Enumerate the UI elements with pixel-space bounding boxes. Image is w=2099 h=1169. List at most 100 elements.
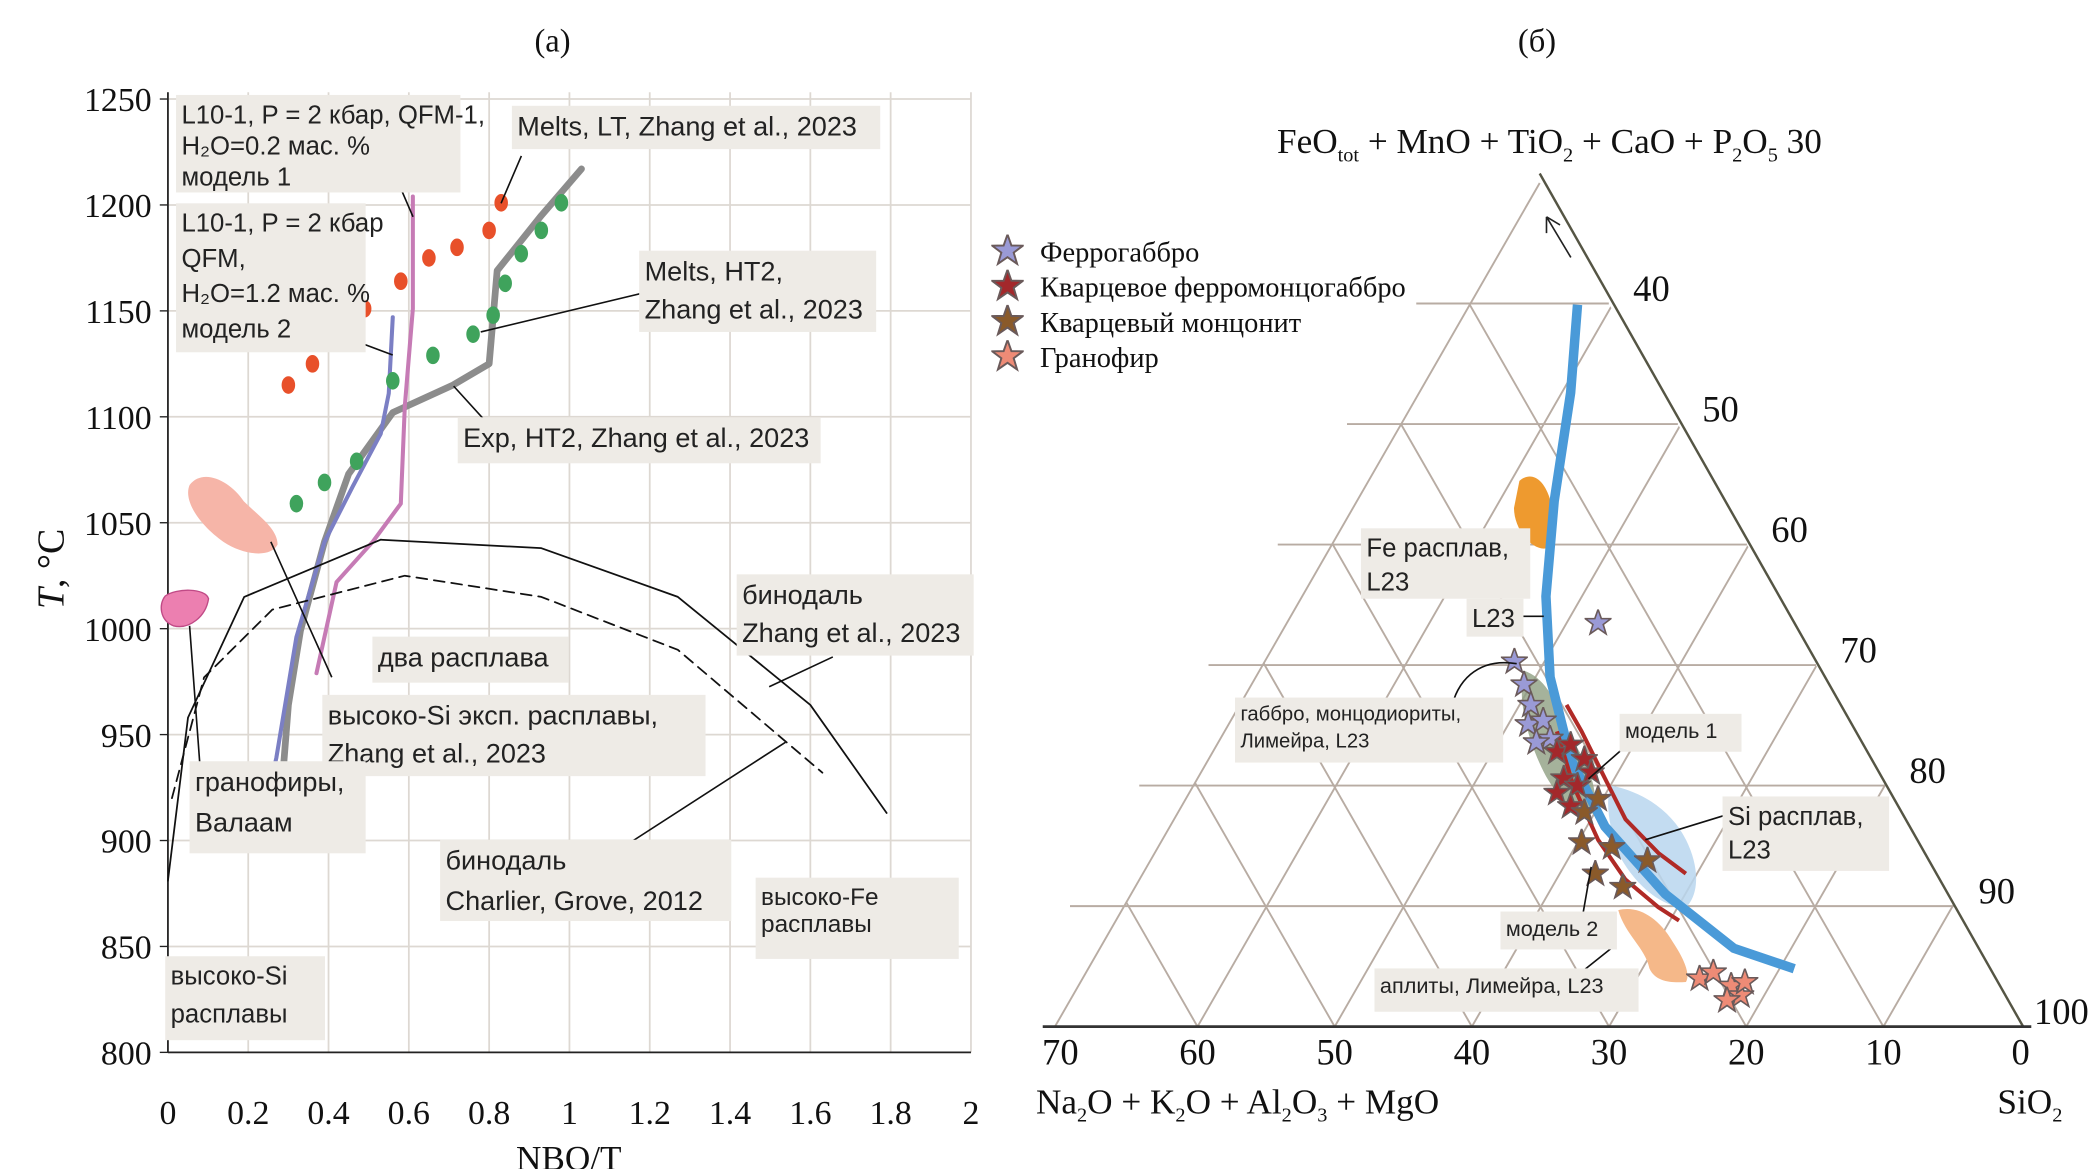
fe-melt-label: Fe расплав, L23 — [1360, 528, 1531, 599]
axis-title-part: SiO — [1997, 1082, 2052, 1121]
annotation-text: Валаам — [195, 807, 293, 838]
y-tick-label: 1250 — [84, 82, 152, 119]
annotation-text: Melts, LT, Zhang et al., 2023 — [517, 111, 857, 142]
annotation-box — [755, 877, 959, 959]
panel-label-b: (б) — [1518, 24, 1556, 60]
granophyre-field — [160, 589, 210, 628]
melts_ht2-point — [317, 473, 332, 492]
axis-title-sub: 2 — [2052, 1104, 2062, 1126]
annotation-text: Si расплав, — [1728, 803, 1864, 831]
annotation-text: высоко-Si — [171, 963, 288, 991]
melts_lt-point — [394, 272, 408, 291]
y-tick-label: 800 — [101, 1036, 152, 1073]
exp_ht2-line — [276, 165, 585, 811]
aplites-label: аплиты, Лимейра, L23 — [1374, 968, 1639, 1012]
melts_lt-point — [422, 249, 436, 267]
annotation-box — [1500, 911, 1617, 950]
y-tick-label: 900 — [101, 824, 152, 861]
right-tick-label: 40 — [1633, 268, 1670, 309]
nbo-t-plot: 0 0.2 0.4 0.6 0.8 1 1.2 1.4 1.6 1.8 2 800 850 900 950 1… — [31, 82, 980, 1169]
legend-star-icon — [991, 269, 1024, 301]
annotation-box — [736, 574, 974, 656]
legend-label: Кварцевый монцонит — [1040, 308, 1301, 339]
ternary-gridline — [1745, 182, 2024, 1027]
bottom-tick-label: 0 — [2011, 1032, 2029, 1073]
axis-title-part: 30 — [1778, 122, 1822, 161]
annotation-text: модель 2 — [181, 315, 291, 343]
axis-title-part: + MnO + TiO — [1359, 122, 1563, 161]
top-axis-title: FeOtot + MnO + TiO2 + CaO + P2O5 30 — [1277, 122, 1822, 166]
two-melts-label: два расплава — [372, 636, 569, 683]
annotation-text: H₂O=1.2 мас. % — [181, 280, 369, 308]
model1-line — [314, 194, 415, 676]
bottom-tick-label: 70 — [1042, 1032, 1079, 1073]
y-tick-label: 1000 — [84, 612, 152, 649]
y-axis-title-symbol: T — [31, 585, 73, 609]
y-tick-label: 1100 — [85, 400, 151, 437]
bottom-tick-label: 20 — [1728, 1032, 1765, 1073]
annotation-box — [189, 761, 366, 854]
annotation-text: расплавы — [761, 911, 872, 938]
l23-label: L23 — [1466, 598, 1524, 637]
tick-labels: 0 0.2 0.4 0.6 0.8 1 1.2 1.4 1.6 1.8 2 800 850 900 950 1… — [84, 82, 979, 1132]
high-si-exp-label: высоко-Si эксп. расплавы,Zhang et al., 2… — [322, 694, 706, 777]
annotation-text: L10-1, P = 2 кбар — [181, 210, 383, 238]
x-axis-title: NBO/T — [516, 1139, 622, 1169]
melts_ht2-point — [514, 244, 529, 263]
x-tick-label: 1.4 — [709, 1095, 751, 1132]
melts_lt-point — [450, 238, 464, 257]
axis-title-sub: 2 — [1563, 144, 1573, 166]
bottom-tick-label: 30 — [1591, 1032, 1628, 1073]
y-tick-label: 850 — [101, 930, 152, 967]
si-melt-label: Si расплав, L23 — [1722, 796, 1890, 871]
melts_ht2-point — [534, 221, 549, 240]
annotation-text: бинодаль — [742, 579, 863, 610]
annotation-text: Лимейра, L23 — [1240, 731, 1369, 753]
axis-title-sub: 2 — [1077, 1104, 1087, 1126]
star-point — [1500, 647, 1528, 674]
y-tick-label: 1150 — [85, 294, 151, 331]
axis-title-sub: 3 — [1317, 1104, 1327, 1126]
annotation-box — [1235, 697, 1504, 763]
annotation-box — [372, 636, 569, 683]
series — [167, 165, 888, 882]
legend-star-icon — [991, 340, 1024, 371]
legend-label: Кварцевое ферромонцогаббро — [1040, 273, 1406, 304]
l23-curve — [1541, 304, 1796, 974]
annotation-text: габбро, монцодиориты, — [1240, 704, 1461, 726]
axis-title-sub: 5 — [1768, 144, 1778, 166]
melts_ht2-point — [486, 306, 500, 324]
y-axis-title: T, °C — [31, 529, 73, 610]
binodal-charlier-label: бинодаль Charlier, Grove, 2012 — [440, 839, 732, 922]
axis-title-part: Na — [1036, 1082, 1077, 1121]
melts_lt-point — [305, 355, 320, 373]
annotation-box — [440, 839, 732, 922]
gabbro-label: габбро, монцодиориты, Лимейра, L23 — [1235, 697, 1504, 763]
star-point — [1584, 609, 1612, 635]
binodal-zhang-label: бинодаль Zhang et al., 2023 — [736, 574, 974, 656]
y-tick-label: 1200 — [84, 188, 152, 225]
exp-ht2-label: Exp, HT2, Zhang et al., 2023 — [457, 417, 821, 464]
axis-title-sub: 2 — [1282, 1104, 1292, 1126]
model1-ternary-label: модель 1 — [1619, 713, 1742, 752]
ternary-left-edge — [1054, 182, 1541, 1028]
melts_ht2-point — [498, 274, 512, 293]
annotation-box — [176, 203, 366, 353]
melts_ht2-point — [289, 494, 304, 513]
annotation-text: модель 1 — [1625, 718, 1717, 743]
annotation-box — [511, 105, 881, 150]
axis-title-part: O + K — [1087, 1082, 1176, 1121]
high-si-experiment-field — [188, 476, 278, 554]
annotation-text: гранофиры, — [195, 766, 344, 797]
bottom-tick-label: 10 — [1865, 1032, 1902, 1073]
x-tick-label: 1 — [561, 1095, 578, 1132]
axis-title-part: O — [1292, 1082, 1317, 1121]
x-tick-label: 0 — [159, 1095, 176, 1132]
model2-label: L10-1, P = 2 кбар QFM, H₂O=1.2 мас. % модел… — [176, 203, 384, 353]
melts-lt-label: Melts, LT, Zhang et al., 2023 — [511, 105, 881, 150]
x-tick-label: 1.2 — [629, 1095, 671, 1132]
annotation-text: L23 — [1366, 569, 1409, 597]
annotation-box — [176, 94, 461, 193]
